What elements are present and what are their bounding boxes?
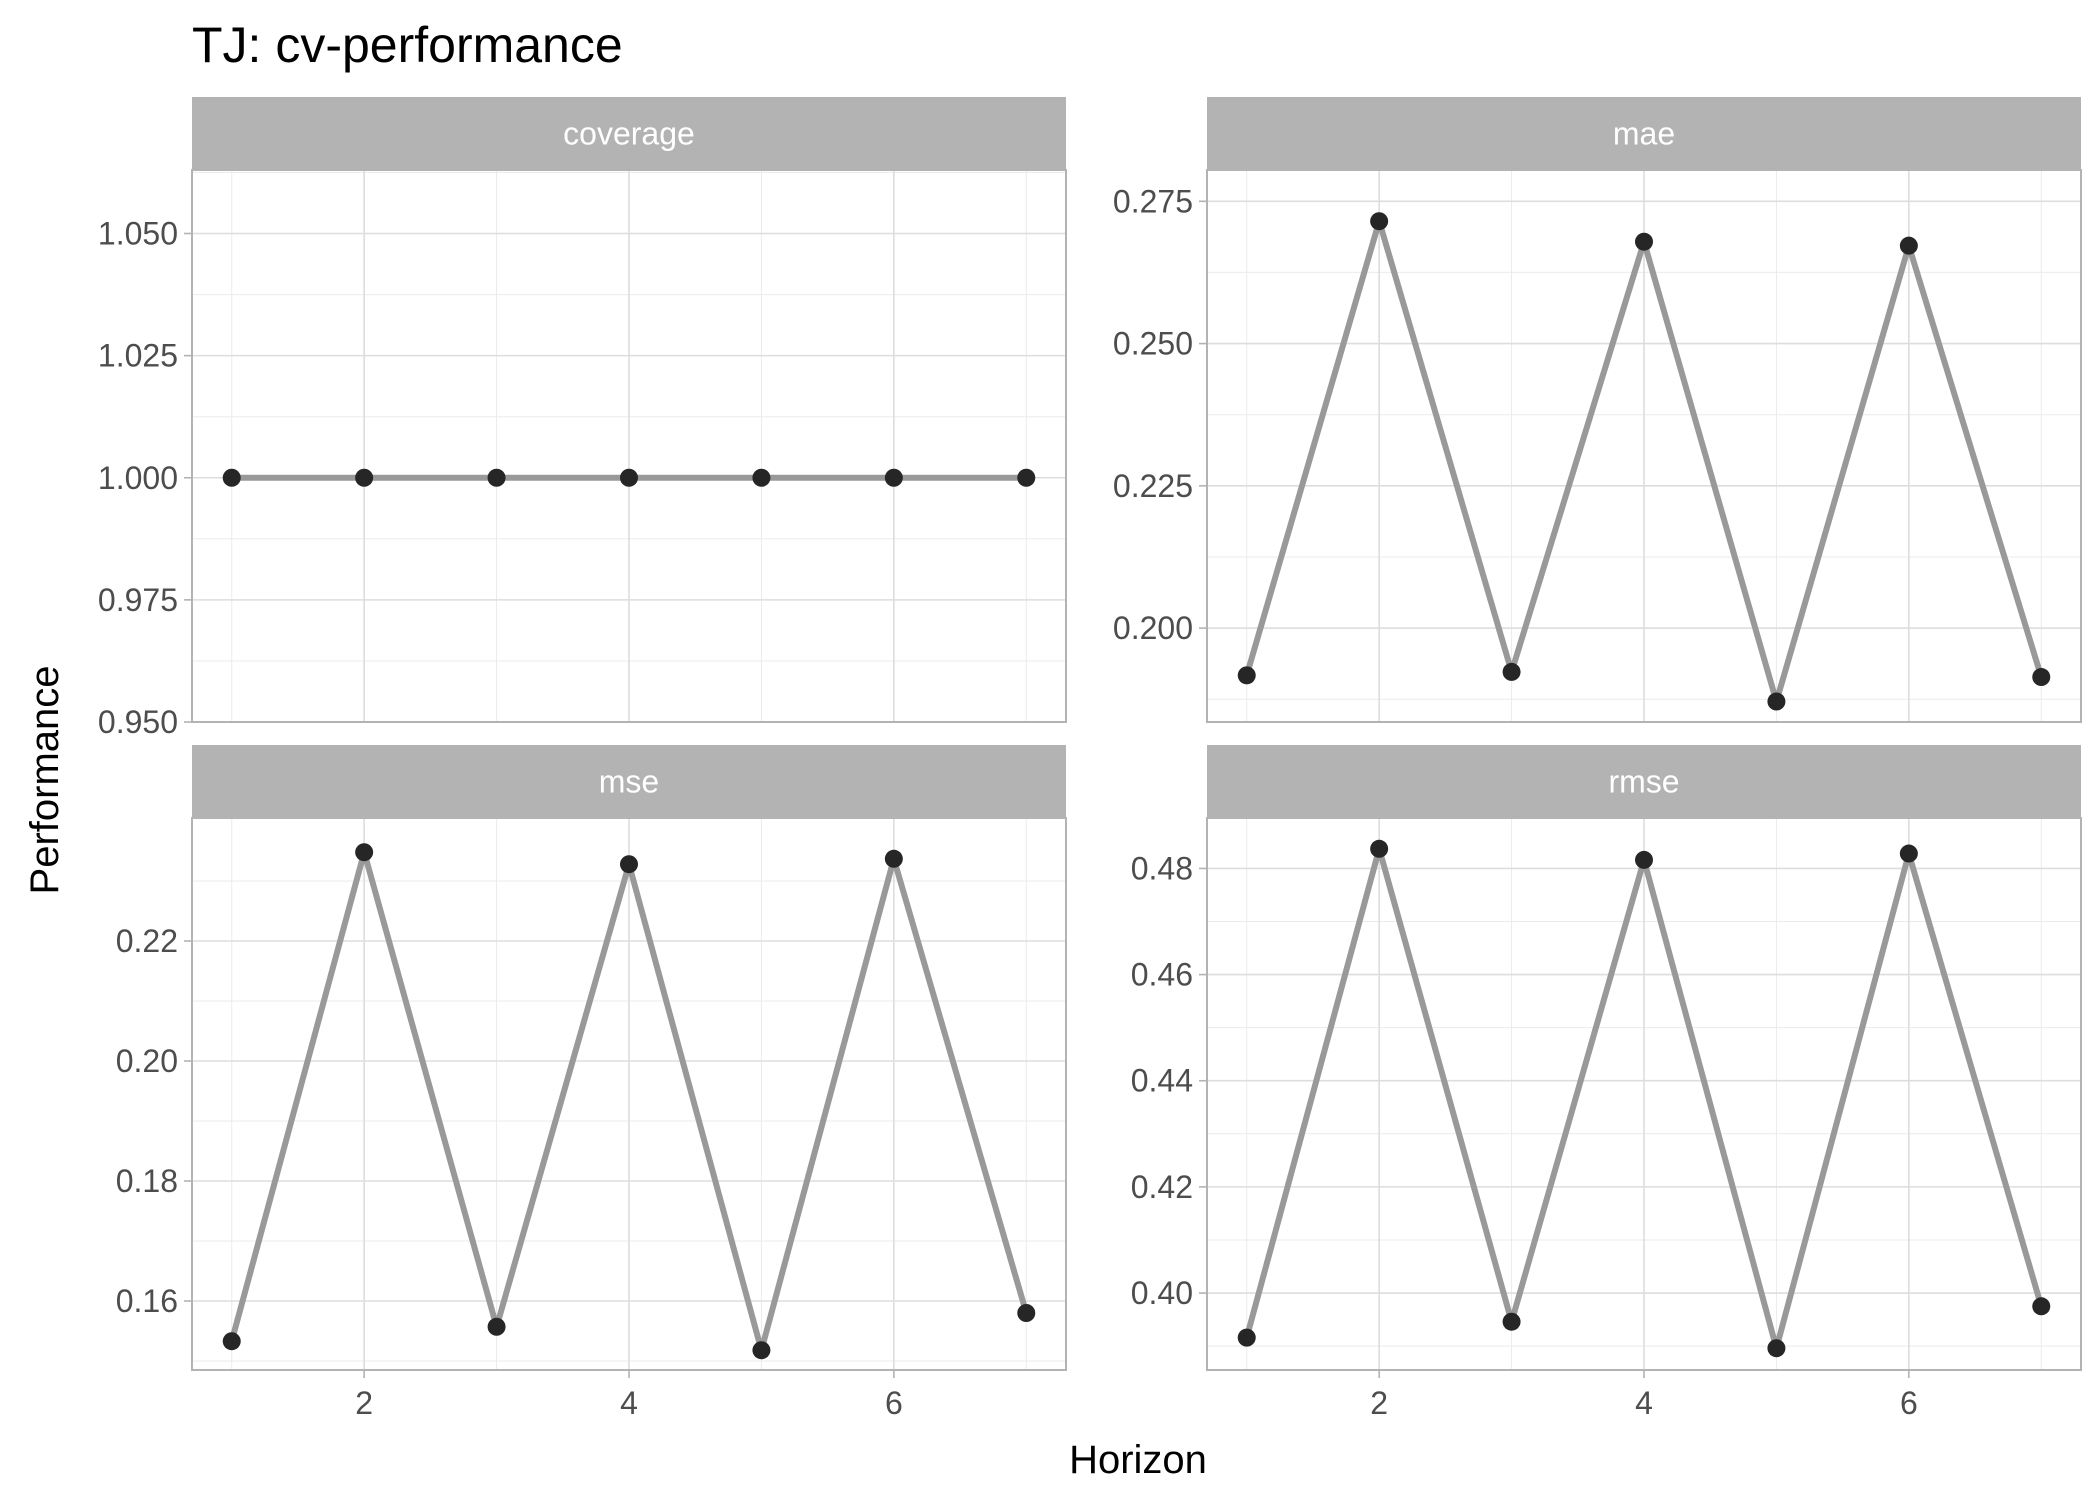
data-point	[1017, 1304, 1036, 1322]
data-point	[752, 1341, 771, 1360]
data-point	[1899, 844, 1918, 863]
x-tick-label: 6	[885, 1385, 903, 1421]
data-point	[487, 468, 506, 487]
x-tick-label: 6	[1900, 1385, 1918, 1421]
y-tick-label: 0.975	[98, 582, 178, 618]
y-tick-label: 0.950	[98, 704, 178, 740]
x-tick-label: 4	[1635, 1385, 1653, 1421]
x-axis-title: Horizon	[1069, 1438, 1207, 1482]
data-point	[1767, 1339, 1786, 1358]
panel-border	[191, 169, 1067, 723]
x-tick-label: 2	[1370, 1385, 1388, 1421]
y-axis-title: Performance	[23, 666, 67, 895]
data-point	[355, 843, 374, 862]
y-tick-label: 0.46	[1131, 957, 1193, 993]
facet-panels: coverage 0.950 0.975 1.000 1.025 1.050 mae 0.20…	[98, 97, 2082, 1421]
y-tick-label: 0.22	[116, 923, 178, 959]
facet-panel-coverage: coverage 0.950 0.975 1.000 1.025 1.050	[98, 97, 1067, 740]
x-tick-label: 2	[355, 1385, 373, 1421]
data-point	[2032, 668, 2051, 687]
data-point	[1237, 1328, 1256, 1347]
data-point	[1635, 232, 1653, 251]
y-tick-label: 1.050	[98, 216, 178, 252]
facet-strip-label: mse	[599, 764, 659, 800]
facet-strip-label: rmse	[1608, 764, 1679, 800]
y-tick-label: 0.225	[1113, 468, 1193, 504]
data-point	[1767, 692, 1786, 711]
data-point	[355, 468, 374, 487]
data-point	[1502, 662, 1521, 681]
data-point	[1017, 468, 1036, 487]
facet-panel-rmse: rmse 0.40 0.42 0.44 0.46 0.48 2 4 6	[1131, 745, 2082, 1421]
panel-border	[191, 817, 1067, 1371]
data-point	[487, 1317, 506, 1336]
data-point	[222, 1332, 241, 1351]
data-point	[222, 468, 241, 487]
y-tick-label: 0.250	[1113, 326, 1193, 362]
y-tick-label: 0.200	[1113, 610, 1193, 646]
y-tick-label: 0.40	[1131, 1275, 1193, 1311]
y-tick-label: 0.48	[1131, 850, 1193, 886]
facet-strip-label: mae	[1613, 116, 1675, 152]
data-point	[1370, 212, 1389, 231]
y-tick-label: 0.42	[1131, 1169, 1193, 1205]
y-tick-label: 1.025	[98, 338, 178, 374]
panel-border	[1206, 169, 2082, 723]
facet-panel-mse: mse 0.16 0.18 0.20 0.22 2 4 6	[116, 745, 1067, 1421]
data-point	[620, 855, 638, 874]
y-tick-label: 0.16	[116, 1283, 178, 1319]
data-point	[884, 468, 903, 487]
facet-strip	[1207, 97, 2081, 170]
y-tick-label: 1.000	[98, 460, 178, 496]
data-point	[1899, 236, 1918, 255]
facet-strip	[192, 97, 1066, 170]
data-point	[1502, 1312, 1521, 1331]
chart-title: TJ: cv-performance	[192, 17, 623, 73]
data-point	[884, 849, 903, 868]
facet-panel-mae: mae 0.200 0.225 0.250 0.275	[1113, 97, 2082, 723]
y-tick-label: 0.44	[1131, 1063, 1193, 1099]
facet-strip	[192, 745, 1066, 818]
x-tick-label: 4	[620, 1385, 638, 1421]
data-point	[620, 468, 638, 487]
facet-strip	[1207, 745, 2081, 818]
y-tick-label: 0.18	[116, 1163, 178, 1199]
y-tick-label: 0.275	[1113, 183, 1193, 219]
data-point	[1237, 666, 1256, 685]
y-tick-label: 0.20	[116, 1043, 178, 1079]
data-point	[1635, 850, 1653, 869]
panel-border	[1206, 817, 2082, 1371]
facet-strip-label: coverage	[563, 116, 695, 152]
data-point	[752, 468, 771, 487]
data-point	[2032, 1297, 2051, 1316]
data-point	[1370, 839, 1389, 858]
